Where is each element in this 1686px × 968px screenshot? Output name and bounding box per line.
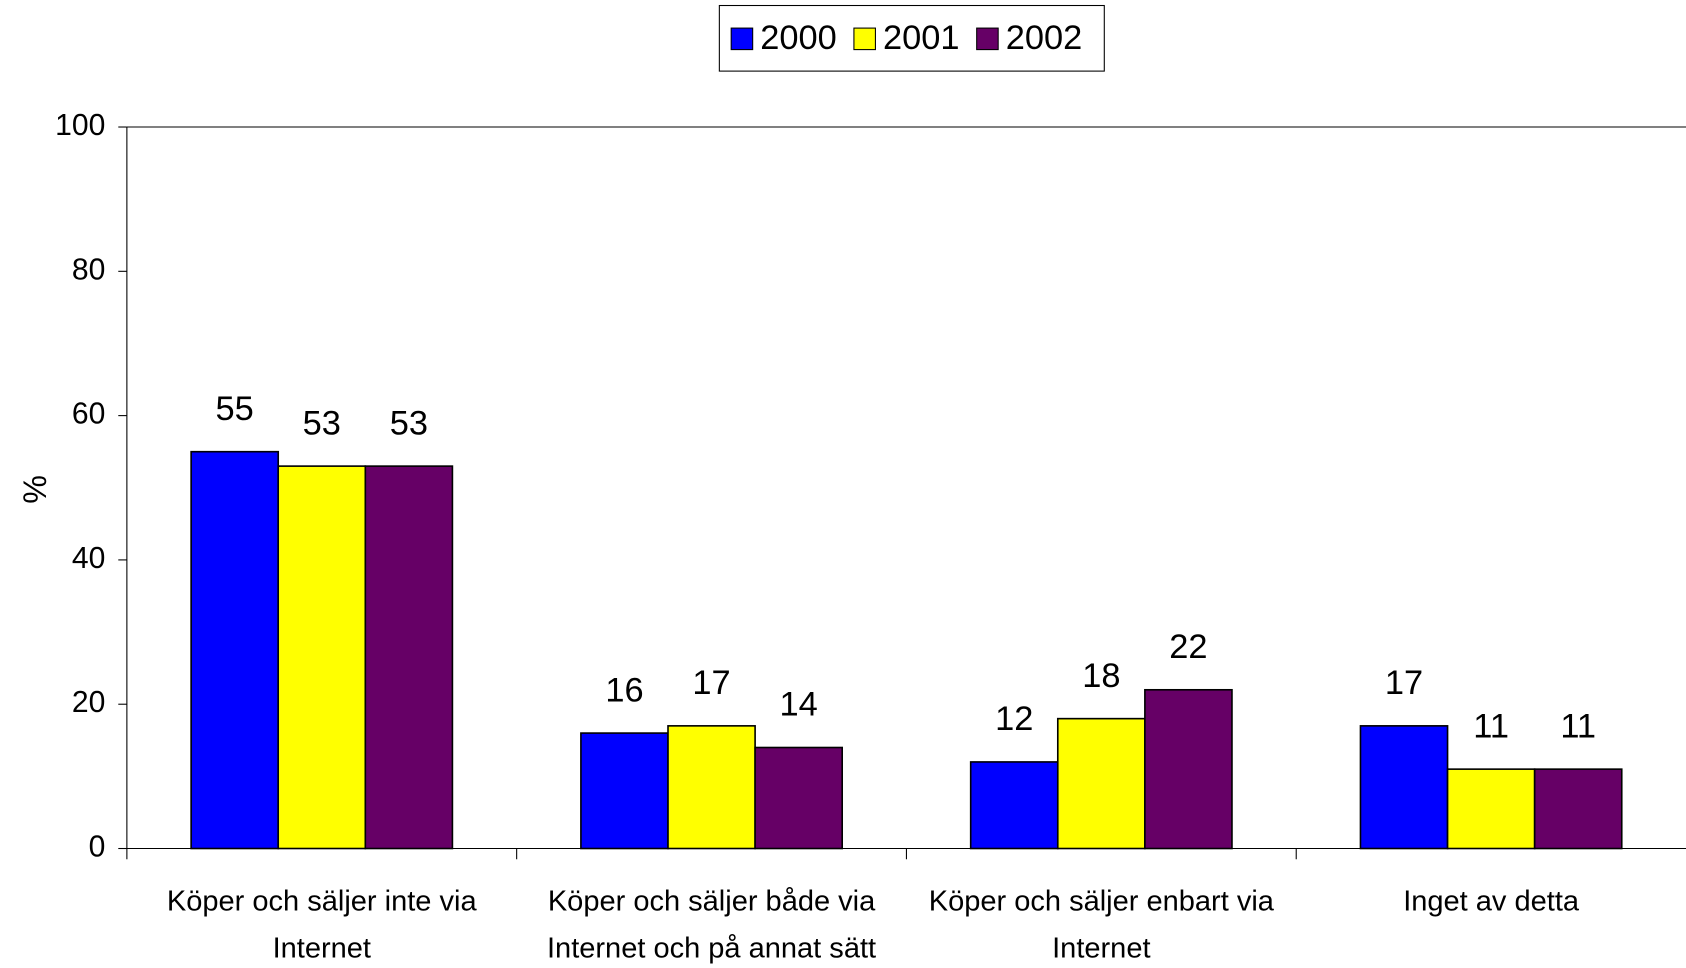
- value-label: 53: [303, 404, 341, 442]
- value-label: 22: [1169, 628, 1207, 666]
- value-label: 12: [995, 700, 1033, 738]
- legend-label: 2002: [1006, 19, 1083, 57]
- value-label: 16: [605, 671, 643, 709]
- y-tick-label: 0: [89, 830, 106, 863]
- value-label: 55: [216, 390, 254, 428]
- y-tick-label: 20: [72, 686, 105, 719]
- bar: [667, 725, 756, 850]
- legend-swatch: [976, 27, 999, 51]
- x-tick-label: Köper och säljer inte via Internet: [167, 885, 478, 964]
- bar: [969, 761, 1059, 850]
- bar: [754, 746, 843, 850]
- x-tick-label-line: Internet: [273, 932, 371, 964]
- legend-box: [718, 4, 1105, 72]
- bar: [1144, 688, 1233, 850]
- value-label: 17: [1385, 664, 1423, 702]
- x-tick-label-line: Internet: [1052, 932, 1150, 964]
- value-label: 11: [1560, 707, 1596, 745]
- value-label: 53: [390, 404, 428, 442]
- y-tick-label: 100: [55, 109, 105, 142]
- bar: [1533, 768, 1623, 850]
- bar: [1446, 768, 1536, 850]
- y-tick-label: 80: [72, 253, 105, 286]
- y-axis-label: %: [17, 475, 53, 504]
- bar: [580, 732, 669, 850]
- x-tick-label: Köper och säljer både via Internet och på…: [547, 885, 876, 964]
- value-label: 18: [1082, 657, 1120, 695]
- legend-swatch: [853, 27, 876, 51]
- bar: [190, 450, 280, 850]
- x-tick-label: Köper och säljer enbart via Internet: [929, 885, 1275, 964]
- x-tick-label: Inget av detta: [1403, 885, 1580, 917]
- x-tick-label-line: Inget av detta: [1403, 885, 1580, 917]
- value-label: 11: [1473, 707, 1509, 745]
- x-tick-label-line: Köper och säljer enbart via: [929, 885, 1275, 917]
- y-tick-label: 60: [72, 398, 105, 431]
- x-tick-label-line: Köper och säljer inte via: [167, 885, 478, 917]
- legend-swatch: [730, 27, 754, 51]
- bar: [364, 465, 454, 850]
- legend-label: 2000: [760, 19, 837, 57]
- x-tick-label-line: Köper och säljer både via: [548, 885, 876, 917]
- value-label: 17: [692, 664, 730, 702]
- x-tick-label-line: Internet och på annat sätt: [547, 932, 876, 964]
- bar: [277, 465, 367, 850]
- legend-label: 2001: [883, 19, 960, 57]
- value-label: 14: [780, 686, 818, 724]
- y-tick-label: 40: [72, 542, 105, 575]
- bar: [1359, 725, 1449, 850]
- bar: [1056, 717, 1146, 850]
